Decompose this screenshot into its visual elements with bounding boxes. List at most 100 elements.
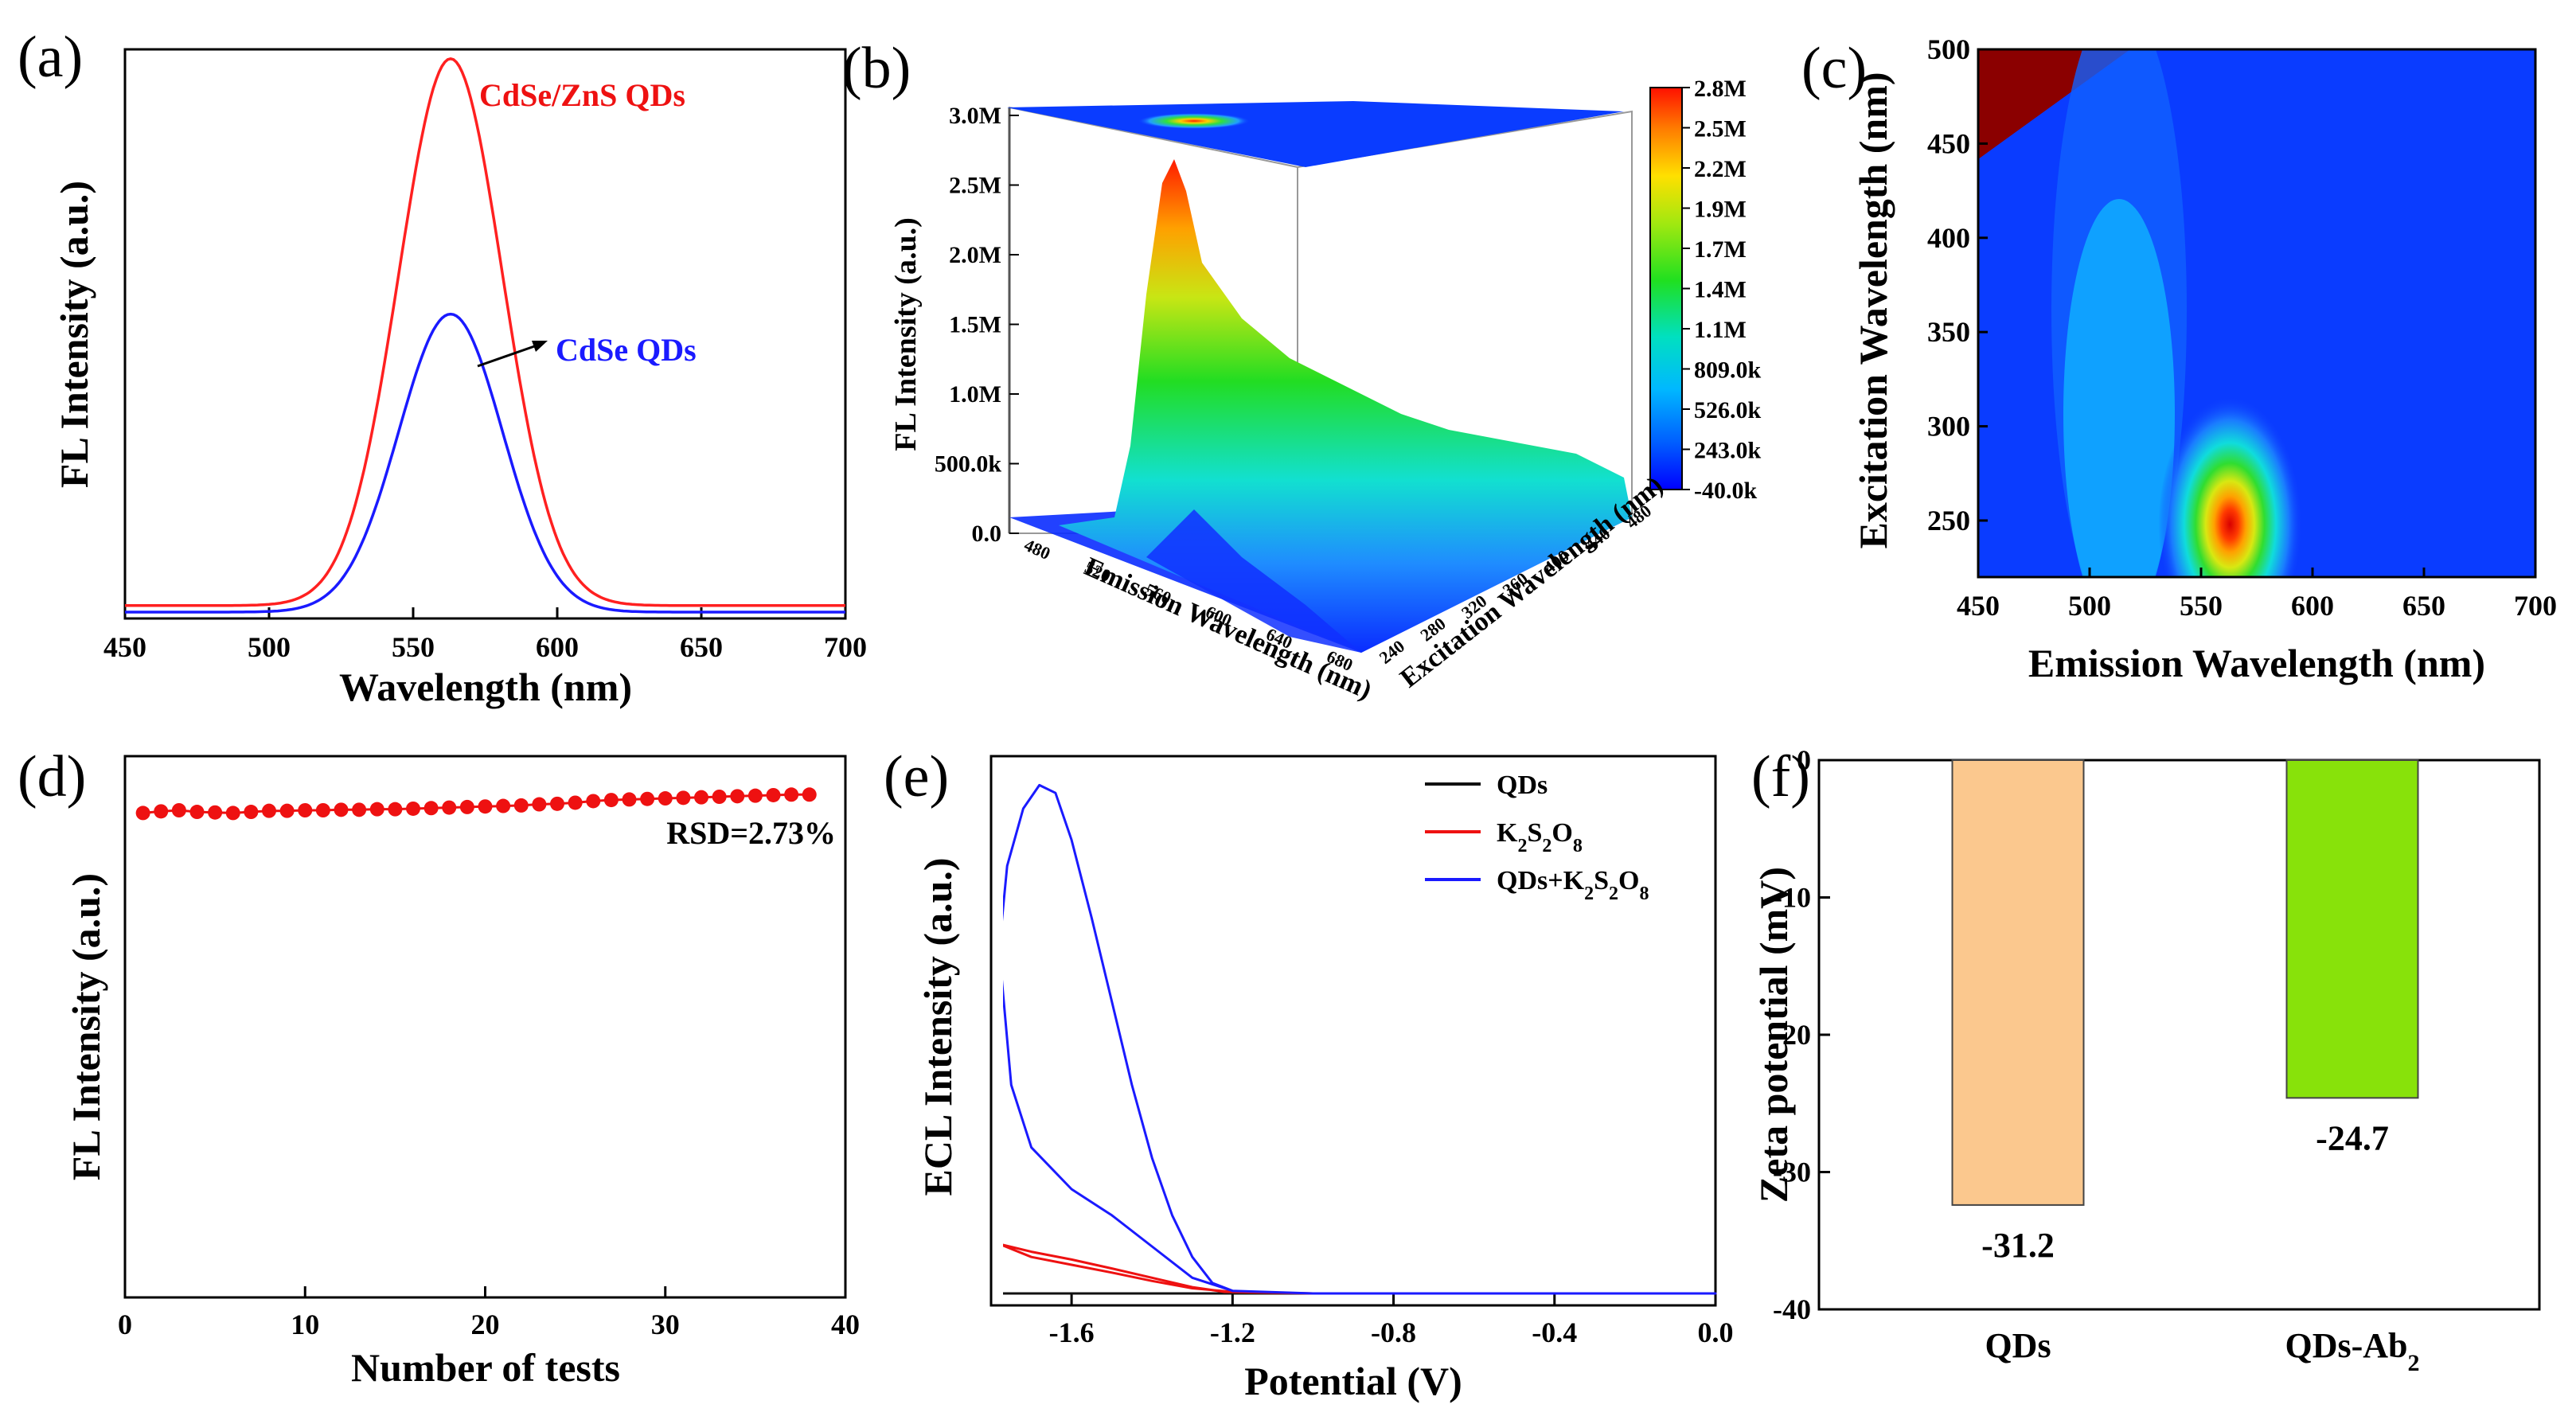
panel-d-xtick-label: 0 xyxy=(118,1309,132,1340)
panel-c-ylabel: Excitation Wavelength (nm) xyxy=(1851,72,1895,548)
legend-label: QDs+K2S2O8 xyxy=(1497,866,1649,904)
panel-c-xtick-label: 550 xyxy=(2180,590,2223,622)
colorbar-label: -40.0k xyxy=(1694,478,1757,504)
panel-d-xlabel: Number of tests xyxy=(351,1345,620,1390)
panel-f-ylabel: Zeta potential (mV) xyxy=(1751,867,1796,1203)
colorbar-label: 526.0k xyxy=(1694,397,1762,423)
panel-d-xtick-label: 20 xyxy=(471,1309,500,1340)
bar-value-label: -24.7 xyxy=(2316,1118,2389,1157)
panel-d-point xyxy=(423,801,439,816)
panel-e-series-2 xyxy=(1003,783,1717,1295)
colorbar-label: 1.9M xyxy=(1694,197,1747,223)
panel-d-point xyxy=(496,798,511,813)
panel-c-xlabel: Emission Wavelength (nm) xyxy=(2028,641,2485,685)
panel-c-ytick-label: 250 xyxy=(1927,505,1970,536)
panel-d-series-line xyxy=(142,793,810,814)
panel-e-plot-frame xyxy=(989,755,1717,1307)
panel-b-ztick-label: 2.5M xyxy=(949,173,1001,199)
panel-b-ztick-label: 2.0M xyxy=(949,242,1001,268)
panel-d-chart: (d) 0 10 20 30 40 RSD=2.73% Number of tests … xyxy=(18,744,860,1390)
panel-d-point xyxy=(747,788,763,803)
panel-d-point xyxy=(802,787,817,802)
legend-label: K2S2O8 xyxy=(1497,818,1583,856)
rsd-annotation: RSD=2.73% xyxy=(666,815,836,851)
panel-f-ytick-label: -40 xyxy=(1773,1293,1811,1325)
panel-f-plot-frame xyxy=(1817,759,2541,1311)
panel-a-xtick-label: 600 xyxy=(536,631,579,663)
bar xyxy=(2285,759,2419,1099)
annotation-arrow xyxy=(477,342,542,368)
panel-d-xtick-label: 10 xyxy=(291,1309,319,1340)
panel-a-xtick-label: 450 xyxy=(103,631,146,663)
panel-d-point xyxy=(406,801,420,816)
panel-d-point xyxy=(369,802,384,817)
panel-b-surface-ridge xyxy=(1146,509,1361,653)
panel-d-point xyxy=(352,802,367,817)
panel-c-xtick-label: 500 xyxy=(2068,590,2111,622)
panel-d-point xyxy=(315,803,330,817)
panel-a-ylabel: FL Intensity (a.u.) xyxy=(52,181,96,488)
panel-f-category-label: QDs xyxy=(1985,1326,2051,1365)
panel-d-point xyxy=(568,795,583,810)
panel-c-xtick-label: 650 xyxy=(2402,590,2445,622)
panel-d-point xyxy=(459,799,474,814)
panel-d-point xyxy=(189,805,205,820)
panel-a-xtick-label: 700 xyxy=(824,631,867,663)
colorbar-label: 2.2M xyxy=(1694,156,1747,182)
panel-b-chart: (b) 0.0500.0k1.0M1.5M2.0M2.5M3.0M4805205… xyxy=(842,36,1762,705)
panel-f-ytick-label: 0 xyxy=(1797,744,1811,776)
panel-b-xtick-label: 480 xyxy=(1021,535,1053,564)
panel-c-xtick-label: 700 xyxy=(2514,590,2557,622)
panel-f-category-label: QDs-Ab2 xyxy=(2285,1326,2419,1376)
series-label-cdse: CdSe QDs xyxy=(556,332,697,368)
panel-d-point xyxy=(694,790,708,805)
panel-a-label: (a) xyxy=(18,25,83,90)
panel-d-point xyxy=(244,805,259,820)
panel-c-label: (c) xyxy=(1801,36,1867,101)
panel-b-zlabel: FL Intensity (a.u.) xyxy=(889,217,923,451)
panel-d-point xyxy=(622,792,637,807)
panel-d-point xyxy=(550,796,564,811)
panel-e-xtick-label: -0.8 xyxy=(1371,1317,1416,1348)
panel-f-label: (f) xyxy=(1751,744,1810,809)
panel-d-point xyxy=(298,803,313,817)
colorbar xyxy=(1649,87,1683,490)
panel-d-point xyxy=(676,790,691,806)
panel-a-chart: (a) 450 500 550 600 650 700 CdSe/ZnS QDs CdSe… xyxy=(18,25,867,709)
panel-b-ztick-label: 500.0k xyxy=(935,451,1002,478)
panel-d-xtick-label: 30 xyxy=(651,1309,680,1340)
panel-c-hotspot xyxy=(2158,396,2302,577)
panel-c-ytick-label: 400 xyxy=(1927,222,1970,254)
panel-d-point xyxy=(478,799,493,814)
panel-d-point xyxy=(603,793,619,808)
panel-f-ytick-label: -20 xyxy=(1773,1019,1811,1051)
panel-c-ytick-label: 500 xyxy=(1927,33,1970,65)
panel-c-ytick-label: 450 xyxy=(1927,127,1970,159)
panel-b-top-projection xyxy=(1007,101,1624,167)
legend-label: QDs xyxy=(1497,770,1548,800)
panel-d-label: (d) xyxy=(18,744,86,809)
panel-d-point xyxy=(171,803,186,817)
panel-d-point xyxy=(730,789,745,804)
panel-d-point xyxy=(225,806,240,821)
panel-c-ytick-label: 350 xyxy=(1927,316,1970,348)
panel-c-ytick-label: 300 xyxy=(1927,411,1970,443)
colorbar-label: 1.4M xyxy=(1694,277,1747,303)
bar xyxy=(1951,759,2085,1206)
panel-d-point xyxy=(513,798,529,813)
panel-f-ytick-label: -10 xyxy=(1773,882,1811,914)
panel-a-series-1 xyxy=(125,312,845,614)
panel-d-xtick-label: 40 xyxy=(831,1309,860,1340)
panel-a-xtick-label: 550 xyxy=(392,631,435,663)
panel-b-ztick-label: 1.0M xyxy=(949,381,1001,408)
colorbar-label: 1.1M xyxy=(1694,317,1747,343)
series-label-cdse-zns: CdSe/ZnS QDs xyxy=(479,77,685,113)
panel-e-xtick-label: -1.2 xyxy=(1210,1317,1255,1348)
panel-c-mid-band xyxy=(2063,199,2175,577)
panel-e-chart: (e) -1.6 -1.2 -0.8 -0.4 0.0 QDs K2S2O8 QDs+K2S… xyxy=(884,744,1734,1403)
panel-d-point xyxy=(279,803,295,818)
bar-value-label: -31.2 xyxy=(1981,1226,2055,1265)
colorbar-label: 809.0k xyxy=(1694,357,1762,384)
panel-e-xtick-label: -1.6 xyxy=(1049,1317,1095,1348)
